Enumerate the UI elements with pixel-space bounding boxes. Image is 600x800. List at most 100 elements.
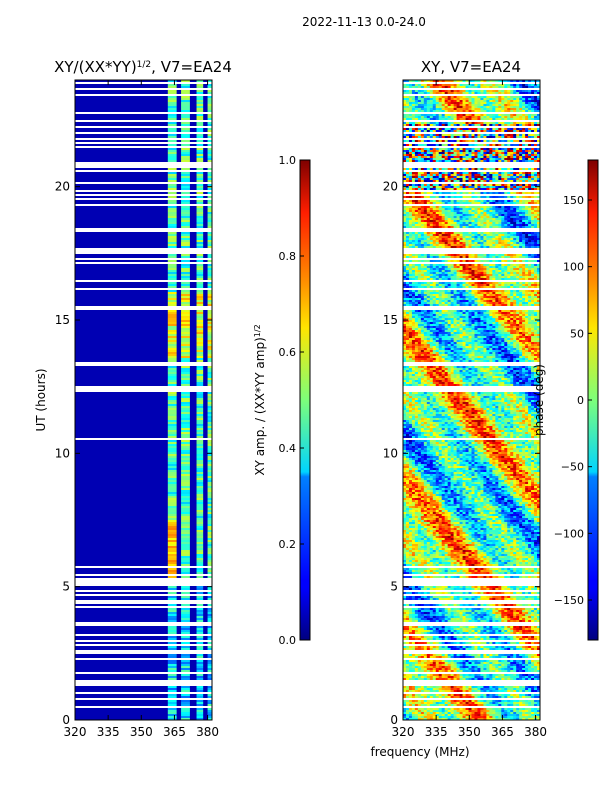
phase-cell — [477, 554, 481, 556]
phase-cell — [486, 586, 490, 588]
phase-cell — [474, 538, 478, 540]
amp-band-cell — [196, 598, 204, 600]
phase-cell — [510, 628, 514, 630]
amp-band-cell — [167, 572, 177, 574]
amp-band-cell — [196, 676, 204, 678]
phase-cell — [456, 514, 460, 516]
phase-cell — [498, 690, 502, 692]
phase-cell — [531, 678, 535, 680]
phase-cell — [510, 708, 514, 710]
amp-band-cell — [196, 534, 204, 536]
phase-missing-row — [403, 706, 540, 708]
phase-cell — [435, 570, 440, 572]
phase-cell — [531, 666, 535, 668]
phase-cell — [501, 520, 505, 522]
phase-cell — [525, 604, 529, 606]
amp-band-cell — [207, 704, 212, 706]
amp-band-cell — [207, 486, 212, 488]
phase-cell — [411, 564, 416, 566]
phase-cell — [474, 642, 478, 644]
phase-cell — [513, 660, 517, 662]
phase-cell — [429, 714, 434, 716]
amp-band-cell — [167, 394, 177, 396]
phase-cell — [534, 676, 538, 678]
phase-cell — [453, 642, 457, 644]
phase-cell — [435, 564, 440, 566]
amp-band-cell — [196, 200, 204, 202]
phase-cell — [492, 504, 496, 506]
phase-cell — [522, 628, 526, 630]
phase-cell — [474, 610, 478, 612]
phase-cell — [405, 556, 410, 558]
phase-cell — [462, 528, 466, 530]
amp-band-cell — [207, 686, 212, 688]
phase-cell — [403, 508, 407, 510]
phase-cell — [528, 568, 532, 570]
phase-cell — [456, 612, 460, 614]
phase-cell — [477, 632, 481, 634]
phase-cell — [531, 506, 535, 508]
phase-cell — [486, 656, 490, 658]
phase-cell — [444, 604, 448, 606]
phase-cell — [498, 550, 502, 552]
phase-cell — [471, 534, 475, 536]
phase-cell — [465, 642, 469, 644]
phase-cell — [504, 670, 508, 672]
amp-band-cell — [181, 398, 190, 400]
phase-cell — [423, 544, 428, 546]
phase-cell — [423, 570, 428, 572]
phase-cell — [468, 562, 472, 564]
phase-cell — [498, 518, 502, 520]
phase-cell — [477, 508, 481, 510]
amp-band-cell — [167, 344, 177, 346]
phase-cell — [423, 666, 428, 668]
phase-cell — [534, 596, 538, 598]
phase-cell — [513, 668, 517, 670]
phase-cell — [516, 554, 520, 556]
phase-cell — [504, 554, 508, 556]
amp-band-cell — [196, 130, 204, 132]
phase-cell — [492, 520, 496, 522]
phase-cell — [414, 714, 419, 716]
phase-cell — [429, 514, 434, 516]
phase-cell — [429, 518, 434, 520]
phase-cell — [465, 526, 469, 528]
phase-cell — [474, 620, 478, 622]
phase-cell — [465, 576, 469, 578]
amp-band-cell — [207, 240, 212, 242]
phase-cell — [483, 718, 487, 720]
amp-band-cell — [181, 214, 190, 216]
phase-cell — [504, 632, 508, 634]
phase-cell — [411, 676, 416, 678]
phase-cell — [516, 528, 520, 530]
phase-cell — [534, 506, 538, 508]
phase-cell — [405, 554, 410, 556]
phase-cell — [447, 604, 451, 606]
amp-band-cell — [207, 242, 212, 244]
phase-cell — [525, 508, 529, 510]
phase-cell — [480, 648, 484, 650]
phase-cell — [525, 538, 529, 540]
amp-band-cell — [167, 530, 177, 532]
phase-cell — [528, 516, 532, 518]
phase-cell — [459, 528, 463, 530]
amp-band-cell — [207, 220, 212, 222]
phase-cell — [477, 532, 481, 534]
amp-band-cell — [196, 544, 204, 546]
phase-cell — [417, 648, 422, 650]
phase-cell — [456, 502, 460, 504]
phase-cell — [477, 704, 481, 706]
phase-cell — [519, 528, 523, 530]
phase-cell — [474, 514, 478, 516]
phase-cell — [537, 646, 540, 648]
phase-cell — [483, 674, 487, 676]
phase-cell — [495, 642, 499, 644]
phase-cell — [498, 696, 502, 698]
phase-cell — [435, 550, 440, 552]
phase-cell — [495, 668, 499, 670]
phase-cell — [471, 630, 475, 632]
phase-cell — [486, 696, 490, 698]
amp-band-cell — [181, 410, 190, 412]
phase-cell — [465, 544, 469, 546]
phase-cell — [408, 608, 413, 610]
